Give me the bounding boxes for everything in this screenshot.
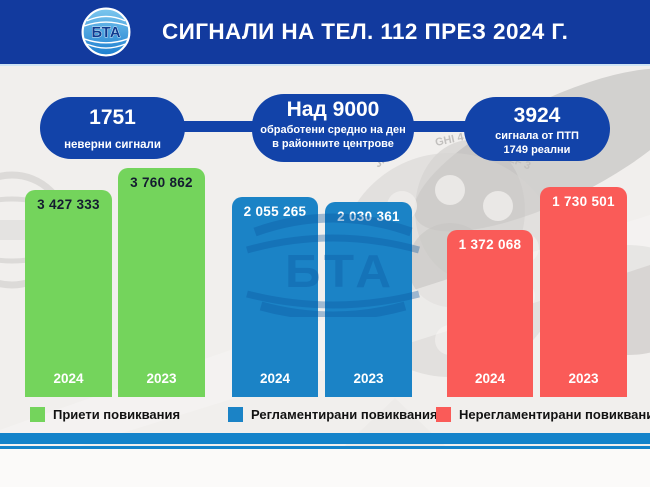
- bar-year-label: 2023: [568, 371, 599, 386]
- bar-accepted-2024: 3 427 333 2024: [25, 190, 112, 397]
- bar-value: 1 730 501: [552, 194, 615, 209]
- legend-label: Регламентирани повиквания: [251, 407, 438, 422]
- stat-label: сигнала от ПТП: [495, 130, 579, 142]
- stat-pill-traffic-accidents: 3924 сигнала от ПТП 1749 реални: [464, 97, 610, 161]
- bar-year-label: 2023: [353, 371, 384, 386]
- footer-area: Източник: Дирекция „Национална система —…: [0, 449, 650, 487]
- legend-swatch-blue: [228, 407, 243, 422]
- legend-item-regulated: Регламентирани повиквания: [228, 407, 438, 422]
- bar-value: 3 427 333: [37, 197, 100, 212]
- legend-item-unregulated: Нерегламентирани повиквания: [436, 407, 650, 422]
- bar-year-label: 2024: [259, 371, 291, 386]
- legend-swatch-red: [436, 407, 451, 422]
- bottom-band-thin: [0, 446, 650, 449]
- bar-year-label: 2023: [146, 371, 177, 386]
- stat-label: в районните центрове: [272, 138, 394, 150]
- legend-label: Нерегламентирани повиквания: [459, 407, 650, 422]
- stat-value: 1751: [89, 106, 136, 129]
- bar-accepted-2023: 3 760 862 2023: [118, 168, 205, 397]
- stat-label: обработени средно на ден: [260, 124, 406, 136]
- stat-value: 3924: [513, 104, 561, 127]
- bar-year-label: 2024: [53, 371, 84, 386]
- bottom-band-thick: [0, 433, 650, 444]
- bar-unregulated-2023: 1 730 501 2023: [540, 187, 627, 397]
- legend-label: Приети повиквания: [53, 407, 181, 422]
- bar-regulated-2023: 2 030 361 2023: [325, 202, 412, 397]
- bar-value: 3 760 862: [130, 175, 193, 190]
- header-bar: БТА СИГНАЛИ НА ТЕЛ. 112 ПРЕЗ 2024 Г.: [0, 0, 650, 66]
- stat-value: Над 9000: [286, 98, 380, 121]
- stat-label: неверни сигнали: [64, 139, 161, 151]
- stat-label: 1749 реални: [503, 144, 571, 156]
- bar-value: 2 030 361: [337, 209, 400, 224]
- stat-pill-daily-processed: Над 9000 обработени средно на ден в райо…: [252, 94, 414, 162]
- bar-value: 2 055 265: [243, 204, 307, 219]
- bar-regulated-2024: 2 055 265 2024: [232, 197, 318, 397]
- page-title: СИГНАЛИ НА ТЕЛ. 112 ПРЕЗ 2024 Г.: [162, 19, 569, 44]
- bar-year-label: 2024: [474, 371, 506, 386]
- bar-value: 1 372 068: [458, 237, 522, 252]
- legend-item-accepted: Приети повиквания: [30, 407, 180, 422]
- stat-pill-false-signals: 1751 неверни сигнали: [40, 97, 185, 159]
- bta-logo-text: БТА: [92, 25, 121, 41]
- legend-swatch-green: [30, 407, 45, 422]
- bta-logo: БТА: [81, 7, 131, 57]
- bar-unregulated-2024: 1 372 068 2024: [447, 230, 533, 397]
